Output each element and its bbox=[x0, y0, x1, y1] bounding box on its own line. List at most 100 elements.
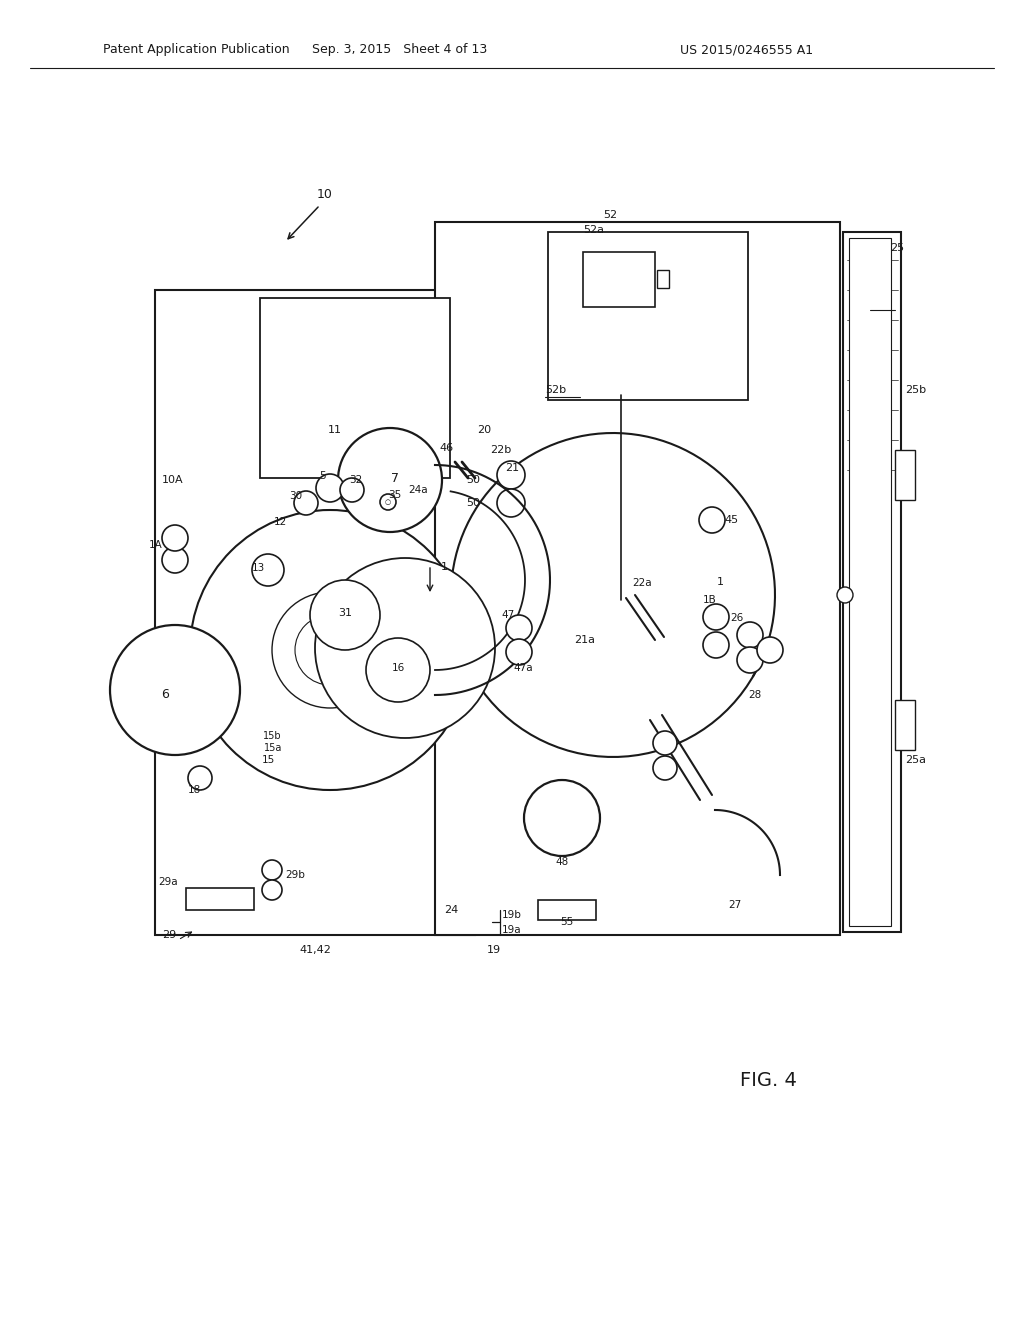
Circle shape bbox=[524, 780, 600, 855]
Text: 44: 44 bbox=[397, 642, 413, 655]
Bar bbox=[186, 888, 254, 909]
Text: 41,42: 41,42 bbox=[299, 945, 331, 954]
Text: 28: 28 bbox=[749, 690, 762, 700]
Circle shape bbox=[295, 615, 365, 685]
Circle shape bbox=[737, 622, 763, 648]
Bar bbox=[538, 900, 596, 920]
Circle shape bbox=[190, 510, 470, 789]
Circle shape bbox=[506, 615, 532, 642]
Circle shape bbox=[338, 428, 442, 532]
Circle shape bbox=[837, 587, 853, 603]
Text: 22b: 22b bbox=[490, 445, 511, 455]
Text: 50: 50 bbox=[466, 475, 480, 484]
Text: 47a: 47a bbox=[513, 663, 532, 673]
Bar bbox=[548, 232, 748, 400]
Circle shape bbox=[497, 461, 525, 488]
Text: 15b: 15b bbox=[263, 731, 282, 741]
Text: 50: 50 bbox=[466, 498, 480, 508]
Text: 25b: 25b bbox=[905, 385, 926, 395]
Text: 52b: 52b bbox=[545, 385, 566, 395]
Text: 1: 1 bbox=[717, 577, 724, 587]
Bar bbox=[849, 238, 891, 927]
Text: 5: 5 bbox=[318, 471, 326, 480]
Circle shape bbox=[506, 639, 532, 665]
Bar bbox=[895, 700, 915, 750]
Text: 6: 6 bbox=[161, 689, 169, 701]
Bar bbox=[260, 298, 450, 478]
Text: 7: 7 bbox=[391, 471, 399, 484]
Text: 24a: 24a bbox=[409, 484, 428, 495]
Circle shape bbox=[757, 638, 783, 663]
Text: 16: 16 bbox=[391, 663, 404, 673]
Text: 15: 15 bbox=[262, 755, 275, 766]
Circle shape bbox=[310, 579, 380, 649]
Text: 24: 24 bbox=[443, 906, 458, 915]
Circle shape bbox=[110, 624, 240, 755]
Text: Patent Application Publication: Patent Application Publication bbox=[103, 44, 290, 57]
Circle shape bbox=[703, 632, 729, 657]
Text: 11: 11 bbox=[328, 425, 342, 436]
Text: 20: 20 bbox=[477, 425, 492, 436]
Circle shape bbox=[252, 554, 284, 586]
Text: 25: 25 bbox=[890, 243, 904, 253]
Text: 19b: 19b bbox=[502, 909, 522, 920]
Circle shape bbox=[653, 731, 677, 755]
Circle shape bbox=[703, 605, 729, 630]
Text: 21a: 21a bbox=[574, 635, 596, 645]
Text: 10: 10 bbox=[317, 189, 333, 202]
Text: 31: 31 bbox=[338, 609, 352, 618]
Text: FIG. 4: FIG. 4 bbox=[740, 1071, 797, 1089]
Text: 12: 12 bbox=[273, 517, 287, 527]
Text: 18: 18 bbox=[187, 785, 201, 795]
Bar bbox=[155, 290, 475, 935]
Circle shape bbox=[653, 756, 677, 780]
Text: 19: 19 bbox=[487, 945, 501, 954]
Circle shape bbox=[272, 591, 388, 708]
Text: 15a: 15a bbox=[263, 743, 282, 752]
Circle shape bbox=[316, 474, 344, 502]
Text: 52: 52 bbox=[603, 210, 617, 220]
Text: 22a: 22a bbox=[632, 578, 652, 587]
Text: 45: 45 bbox=[724, 515, 738, 525]
Text: 55: 55 bbox=[560, 917, 573, 927]
Bar bbox=[657, 271, 669, 288]
Text: 1B: 1B bbox=[703, 595, 717, 605]
Circle shape bbox=[162, 546, 188, 573]
Bar bbox=[843, 232, 901, 932]
Circle shape bbox=[188, 766, 212, 789]
Text: 10A: 10A bbox=[162, 475, 183, 484]
Text: 25a: 25a bbox=[905, 755, 926, 766]
Text: 29: 29 bbox=[162, 931, 176, 940]
Text: 35: 35 bbox=[388, 490, 401, 500]
Text: 21: 21 bbox=[505, 463, 519, 473]
Text: 1A: 1A bbox=[150, 540, 163, 550]
Bar bbox=[435, 222, 840, 935]
Text: 48: 48 bbox=[555, 857, 568, 867]
Text: 1: 1 bbox=[440, 562, 447, 572]
Text: 29b: 29b bbox=[285, 870, 305, 880]
Bar bbox=[895, 450, 915, 500]
Circle shape bbox=[380, 494, 396, 510]
Text: ○: ○ bbox=[385, 499, 391, 506]
Circle shape bbox=[340, 478, 364, 502]
Circle shape bbox=[699, 507, 725, 533]
Text: 27: 27 bbox=[728, 900, 741, 909]
Text: 32: 32 bbox=[349, 475, 362, 484]
Circle shape bbox=[294, 491, 318, 515]
Circle shape bbox=[315, 558, 495, 738]
Circle shape bbox=[497, 488, 525, 517]
Text: 26: 26 bbox=[730, 612, 743, 623]
Text: 30: 30 bbox=[290, 491, 302, 502]
Circle shape bbox=[262, 880, 282, 900]
Text: 29a: 29a bbox=[159, 876, 178, 887]
Bar bbox=[583, 252, 655, 308]
Circle shape bbox=[162, 525, 188, 550]
Text: 46: 46 bbox=[440, 444, 454, 453]
Text: 52a: 52a bbox=[583, 224, 604, 235]
Text: US 2015/0246555 A1: US 2015/0246555 A1 bbox=[680, 44, 813, 57]
Circle shape bbox=[366, 638, 430, 702]
Text: 13: 13 bbox=[251, 564, 264, 573]
Text: 19a: 19a bbox=[502, 925, 521, 935]
Text: Sep. 3, 2015   Sheet 4 of 13: Sep. 3, 2015 Sheet 4 of 13 bbox=[312, 44, 487, 57]
Text: 47: 47 bbox=[502, 610, 515, 620]
